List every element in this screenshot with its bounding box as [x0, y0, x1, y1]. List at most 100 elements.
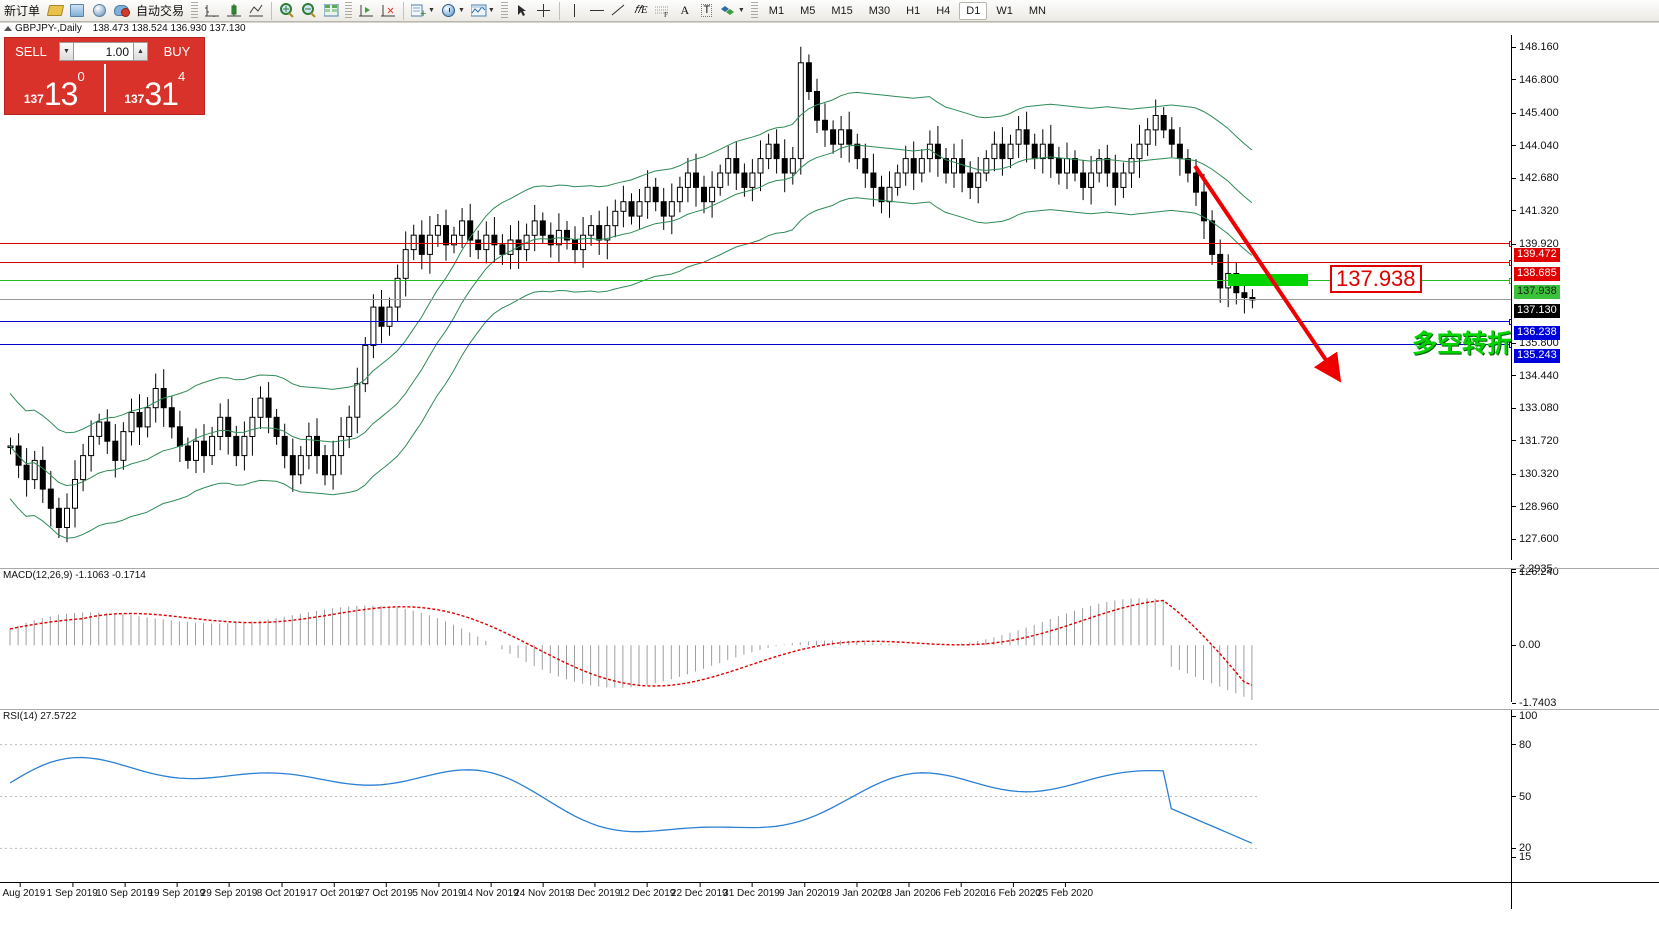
level-handle[interactable] [1509, 277, 1511, 284]
text-icon[interactable]: T [701, 4, 713, 17]
indicator-dropdown-caret[interactable]: ▼ [487, 7, 495, 14]
time-tick: 24 Nov 2019 [514, 882, 571, 899]
ask-price-display[interactable]: 137 31 4 [106, 64, 205, 112]
shapes-dropdown-caret[interactable]: ▼ [737, 7, 745, 14]
price-scale[interactable]: 148.160 146.800 145.400 144.040 142.680 141.3… [1511, 35, 1659, 578]
level-line-137.938[interactable] [0, 277, 1511, 284]
timeframe-button-h1[interactable]: H1 [906, 4, 921, 17]
level-line-138.685[interactable] [0, 259, 1511, 266]
cloud-icon[interactable] [110, 1, 132, 21]
bid-price-prefix: 137 [23, 92, 44, 106]
price-level-tag-139.472[interactable]: 139.472 [1514, 248, 1560, 263]
timeframe-button-m5[interactable]: M5 [800, 4, 816, 17]
macd-scale[interactable]: 2.2935 0.00 -1.7403 [1511, 563, 1659, 709]
bar-chart-icon[interactable] [201, 1, 223, 21]
period-dropdown-caret[interactable]: ▼ [457, 7, 465, 14]
crosshair-icon[interactable] [533, 1, 555, 21]
auto-trading-button[interactable]: 自动交易 [136, 4, 185, 18]
time-tick: 17 Oct 2019 [306, 882, 361, 899]
zoom-in-icon[interactable] [276, 1, 298, 21]
period-icon[interactable] [438, 1, 460, 21]
ask-price-prefix: 137 [124, 92, 145, 106]
price-plot[interactable]: 137.938 多空转折点 [0, 35, 1511, 560]
cursor-icon[interactable] [511, 1, 533, 21]
level-line-137.130[interactable] [0, 299, 1511, 301]
template-icon[interactable]: + [408, 1, 430, 21]
level-handle[interactable] [1509, 318, 1511, 325]
one-click-trading-panel[interactable]: SELL ▼ 1.00 ▲ BUY 137 13 0 137 31 4 [4, 37, 205, 115]
new-order-button[interactable]: 新订单 [4, 4, 41, 18]
macd-label: MACD(12,26,9) -1.1063 -0.1714 [3, 570, 149, 581]
price-level-tag-136.238[interactable]: 136.238 [1514, 325, 1560, 340]
timeframe-button-mn[interactable]: MN [1028, 4, 1046, 17]
level-line-136.238[interactable] [0, 318, 1511, 325]
level-handle[interactable] [1509, 342, 1511, 349]
data-window-icon[interactable] [320, 1, 342, 21]
macd-tick: 2.2935 [1512, 563, 1553, 575]
template-dropdown-caret[interactable]: ▼ [428, 7, 435, 14]
time-tick: 8 Oct 2019 [256, 882, 306, 899]
buy-button[interactable]: BUY [163, 43, 191, 59]
chart-area[interactable]: GBPJPY-,Daily 138.473 138.524 136.930 13… [0, 22, 1659, 947]
timeframe-button-m1[interactable]: M1 [768, 4, 785, 17]
bid-price-display[interactable]: 137 13 0 [5, 64, 106, 112]
time-tick: 19 Sep 2019 [148, 882, 206, 899]
macd-pane[interactable]: MACD(12,26,9) -1.1063 -0.1714 2.2935 0.00… [0, 563, 1659, 709]
time-tick: 28 Jan 2020 [880, 882, 936, 899]
vertical-line-icon[interactable] [564, 1, 586, 21]
timeframe-button-h4[interactable]: H4 [936, 4, 951, 17]
book-icon[interactable] [66, 1, 88, 21]
trendline-icon[interactable] [608, 1, 630, 21]
toolbar-grip-4[interactable] [750, 1, 758, 20]
level-handle[interactable] [1509, 241, 1511, 248]
toolbar-grip-2[interactable] [345, 1, 353, 20]
signal-icon[interactable] [88, 1, 110, 21]
level-handle[interactable] [1509, 259, 1511, 266]
timeframe-button-d1[interactable]: D1 [959, 1, 988, 20]
rsi-plot[interactable] [0, 710, 1511, 909]
timeframe-button-m30[interactable]: M30 [868, 4, 891, 17]
price-pane[interactable]: 137.938 多空转折点 148.160 146.800 145.400 144.0… [0, 35, 1659, 578]
rsi-tick: 15 [1512, 851, 1531, 863]
sell-button[interactable]: SELL [15, 43, 47, 59]
toolbar-grip[interactable] [191, 1, 199, 20]
volume-decrement-button[interactable]: ▼ [59, 41, 74, 61]
horizontal-line-icon[interactable] [586, 1, 608, 21]
price-tick: 130.320 [1512, 468, 1559, 480]
timeframe-button-w1[interactable]: W1 [996, 4, 1013, 17]
folder-icon[interactable] [44, 1, 66, 21]
time-tick: 3 Dec 2019 [569, 882, 621, 899]
line-chart-icon[interactable] [245, 1, 267, 21]
price-level-tag-137.938[interactable]: 137.938 [1514, 284, 1560, 299]
macd-plot[interactable] [0, 569, 1511, 702]
candlestick-series [7, 46, 1256, 543]
collapse-icon[interactable] [4, 26, 12, 31]
fibonacci-icon[interactable]: 𝑓𝑓E [634, 4, 648, 16]
toolbar-grip-3[interactable] [500, 1, 508, 20]
price-level-tag-137.130[interactable]: 137.130 [1514, 304, 1560, 319]
green-highlight-bar [1228, 273, 1308, 286]
autoscroll-icon[interactable] [377, 1, 399, 21]
time-tick: 22 Dec 2019 [670, 882, 728, 899]
level-line-139.472[interactable] [0, 241, 1511, 248]
text-label-icon[interactable]: A [680, 3, 690, 17]
price-level-tag-135.243[interactable]: 135.243 [1514, 349, 1560, 364]
rsi-tick: 20 [1512, 842, 1531, 854]
candle-chart-icon[interactable] [223, 1, 245, 21]
indicator-icon[interactable] [468, 1, 490, 21]
shift-icon[interactable] [355, 1, 377, 21]
svg-text:+: + [420, 8, 426, 18]
rsi-scale[interactable]: 100 80 50 20 15 [1511, 710, 1659, 909]
volume-increment-button[interactable]: ▲ [133, 41, 148, 61]
rsi-tick: 50 [1512, 791, 1531, 803]
channel-icon[interactable]: F [652, 1, 674, 21]
timeframe-button-m15[interactable]: M15 [831, 4, 853, 17]
volume-input[interactable]: 1.00 [74, 41, 133, 61]
level-line-135.243[interactable] [0, 342, 1511, 349]
price-level-tag-138.685[interactable]: 138.685 [1514, 266, 1560, 281]
zoom-out-icon[interactable] [298, 1, 320, 21]
volume-stepper[interactable]: ▼ 1.00 ▲ [59, 41, 148, 61]
shapes-icon[interactable] [718, 1, 740, 21]
